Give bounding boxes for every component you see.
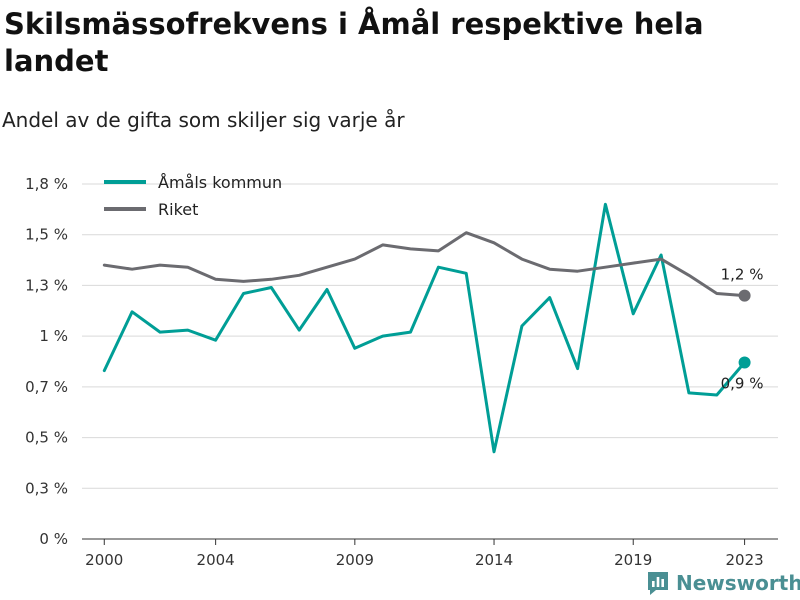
brand-logo: Newsworthy [646,570,800,596]
y-tick-label: 0,3 % [25,479,68,497]
series-end-point [738,356,751,369]
x-tick-label: 2004 [197,551,235,569]
grid-lines [82,183,778,540]
series-line [102,202,747,454]
chart-title: Skilsmässofrekvens i Åmål respektive hel… [4,7,704,78]
y-tick-label: 0,5 % [25,429,68,447]
y-tick-label: 1,5 % [25,226,68,244]
axes: 0 % 0,3 % 0,5 % 0,7 % 1 % 1,3 % 1,5 % 1,8 % 2000… [25,175,764,569]
y-tick-label: 1,8 % [25,175,68,193]
newsworthy-logo-icon [648,572,668,595]
series-line [102,231,747,298]
series-end-label: 1,2 % [721,266,764,284]
y-tick-label: 1,3 % [25,276,68,294]
chart-subtitle: Andel av de gifta som skiljer sig varje … [2,108,405,132]
y-tick-label: 0 % [39,530,68,548]
legend-label: Åmåls kommun [158,173,282,192]
x-tick-label: 2000 [85,551,123,569]
legend-label: Riket [158,200,198,219]
brand-name: Newsworthy [676,571,800,595]
y-tick-label: 1 % [39,327,68,345]
x-tick-label: 2023 [725,551,763,569]
series-lines: 0,9 % 1,2 % [102,202,764,454]
y-tick-label: 0,7 % [25,378,68,396]
series-end-point [738,289,751,302]
x-tick-label: 2014 [475,551,513,569]
x-tick-label: 2009 [336,551,374,569]
legend: Åmåls kommun Riket [104,173,282,219]
series-end-label: 0,9 % [721,375,764,393]
x-tick-label: 2019 [614,551,652,569]
